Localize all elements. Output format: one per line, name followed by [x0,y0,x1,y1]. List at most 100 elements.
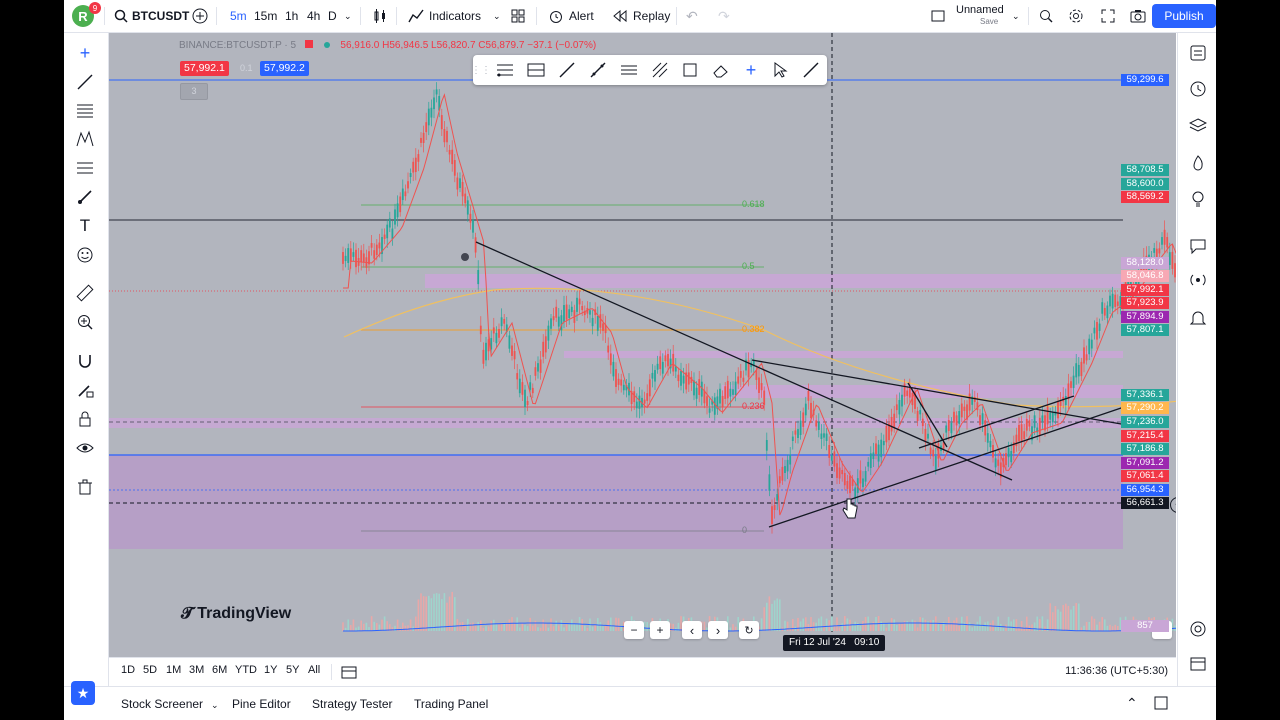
range-1d[interactable]: 1D [121,664,135,676]
resistance-zone[interactable] [425,274,1123,288]
pitchfork-tool[interactable] [648,58,672,82]
timezone-clock[interactable]: 11:36:36 (UTC+5:30) [1065,665,1168,677]
trend-line[interactable] [475,241,1013,481]
pattern-tool[interactable] [73,127,97,151]
price-chart[interactable] [109,33,1176,657]
object-tree-button[interactable] [1186,114,1210,138]
trend-line[interactable] [751,359,1128,426]
brush-tool[interactable] [73,185,97,209]
favorites-star-button[interactable]: ★ [71,681,95,705]
range-ytd[interactable]: YTD [235,664,257,676]
streams-button[interactable] [1186,268,1210,292]
timeframe-5m[interactable]: 5m [230,0,247,32]
reset-chart-button[interactable]: ↻ [739,621,759,639]
layout-name-button[interactable]: Unnamed Save [956,0,1004,32]
fullscreen-button[interactable] [1100,0,1116,32]
layout-dropdown[interactable]: ⌄ [1012,0,1020,32]
goto-date-button[interactable] [341,664,357,683]
fib-extension-tool[interactable] [524,58,548,82]
tab-pine-editor[interactable]: Pine Editor [232,697,291,711]
timeframe-4h[interactable]: 4h [307,0,320,32]
timeframe-1h[interactable]: 1h [285,0,298,32]
stay-drawing-tool[interactable] [73,378,97,402]
alert-button[interactable]: Alert [548,0,594,32]
settings-button[interactable] [1068,0,1084,32]
sell-price[interactable]: 57,992.1 [180,61,229,76]
scroll-right-button[interactable]: › [708,621,728,639]
buy-price[interactable]: 57,992.2 [260,61,309,76]
trend-line[interactable] [918,395,1075,449]
symbol-search-button[interactable]: BTCUSDT [114,0,189,32]
range-1m[interactable]: 1M [166,664,181,676]
fib-tool[interactable] [73,99,97,123]
user-avatar[interactable]: R [72,5,94,27]
ideas-button[interactable] [1186,187,1210,211]
range-5y[interactable]: 5Y [286,664,299,676]
range-1y[interactable]: 1Y [264,664,277,676]
trading-button[interactable] [1186,617,1210,641]
drag-handle[interactable]: ⋮⋮ [471,58,491,82]
notifications-button[interactable] [1186,306,1210,330]
ray-tool[interactable] [586,58,610,82]
watchlist-button[interactable] [1186,41,1210,65]
tab-strategy-tester[interactable]: Strategy Tester [312,697,392,711]
range-5d[interactable]: 5D [143,664,157,676]
icon-tool[interactable] [73,243,97,267]
snapshot-button[interactable] [1130,0,1146,32]
crosshair-cursor-tool[interactable]: + [739,58,763,82]
replay-button[interactable]: Replay [612,0,670,32]
tab-trading-panel[interactable]: Trading Panel [414,697,488,711]
magnet-tool[interactable] [73,349,97,373]
rectangle-tool[interactable] [678,58,702,82]
range-3m[interactable]: 3M [189,664,204,676]
scroll-left-button[interactable]: ‹ [682,621,702,639]
trend-line-shortcut[interactable] [799,58,823,82]
symbol-legend[interactable]: BINANCE:BTCUSDT.P · 5 [179,40,297,51]
arrow-cursor-tool[interactable] [768,58,792,82]
alerts-panel-button[interactable] [1186,77,1210,101]
remove-drawings-tool[interactable] [73,475,97,499]
trend-line-tool[interactable] [73,70,97,94]
chat-button[interactable] [1186,234,1210,258]
zoom-tool[interactable] [73,310,97,334]
hide-drawings-tool[interactable] [73,436,97,460]
line-tool[interactable] [555,58,579,82]
zoom-out-button[interactable]: − [624,621,644,639]
collapse-panel-button[interactable]: ⌃ [1126,695,1138,712]
anchor-point[interactable] [461,253,469,261]
range-all[interactable]: All [308,664,320,676]
layout-toggle-button[interactable] [930,0,946,32]
quick-search-button[interactable] [1038,0,1054,32]
eraser-tool[interactable] [709,58,733,82]
timeframe-d[interactable]: D [328,0,337,32]
hotlists-button[interactable] [1186,151,1210,175]
trend-line[interactable] [907,382,948,448]
zone-band[interactable] [722,385,1123,398]
range-6m[interactable]: 6M [212,664,227,676]
zone-band[interactable] [564,351,1123,358]
compare-symbol-button[interactable] [192,0,208,32]
trend-line[interactable] [768,405,1128,528]
timeframe-dropdown[interactable]: ⌄ [344,0,352,32]
ruler-tool[interactable] [73,281,97,305]
publish-button[interactable]: Publish [1152,4,1216,28]
redo-button[interactable]: ↷ [718,0,730,32]
text-tool[interactable]: T [73,214,97,238]
demand-zone[interactable] [109,455,1123,549]
undo-button[interactable]: ↶ [686,0,698,32]
tab-stock-screener[interactable]: Stock Screener ⌄ [121,697,219,711]
maximize-panel-button[interactable] [1154,696,1168,713]
fib-retracement-tool[interactable] [493,58,517,82]
crosshair-tool[interactable]: + [73,41,97,65]
timeframe-15m[interactable]: 15m [254,0,277,32]
calendar-button[interactable] [1186,651,1210,675]
indicators-button[interactable]: Indicators ⌄ [408,0,501,32]
lock-drawings-tool[interactable] [73,407,97,431]
layouts-button[interactable] [510,0,526,32]
chart-pane[interactable]: BINANCE:BTCUSDT.P · 5 56,916.0 H56,946.5… [109,33,1176,657]
parallel-channel-tool[interactable] [617,58,641,82]
supply-zone[interactable] [109,418,1123,428]
prediction-tool[interactable] [73,156,97,180]
zoom-in-button[interactable]: + [650,621,670,639]
chart-type-button[interactable] [372,0,388,32]
